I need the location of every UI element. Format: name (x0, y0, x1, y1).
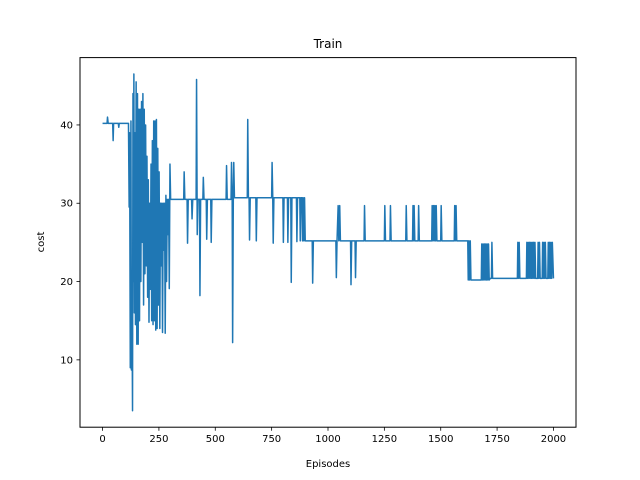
x-tick-label: 2000 (541, 434, 566, 445)
y-tick-label: 10 (60, 355, 73, 366)
x-tick-label: 250 (149, 434, 168, 445)
x-tick-label: 1750 (484, 434, 509, 445)
plot-area (102, 73, 555, 412)
y-axis: 10 20 30 40 (60, 120, 80, 366)
y-axis-label: cost (36, 232, 47, 253)
x-tick-label: 0 (99, 434, 105, 445)
y-tick-label: 30 (60, 199, 73, 210)
chart-title: Train (313, 37, 343, 51)
y-tick-label: 40 (60, 120, 73, 131)
x-tick-label: 1250 (372, 434, 397, 445)
x-tick-label: 1000 (315, 434, 340, 445)
series-line-0 (102, 73, 555, 412)
x-tick-label: 750 (262, 434, 281, 445)
x-tick-label: 500 (206, 434, 225, 445)
y-tick-label: 20 (60, 277, 73, 288)
x-axis: 0 250 500 750 1000 1250 1500 1750 2000 (99, 427, 566, 445)
x-tick-label: 1500 (428, 434, 453, 445)
x-axis-label: Episodes (306, 459, 350, 470)
